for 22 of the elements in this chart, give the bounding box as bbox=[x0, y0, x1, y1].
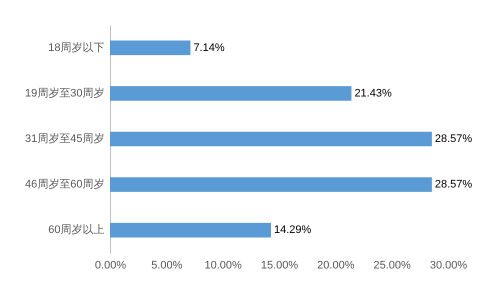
y-tick-label: 46周岁至60周岁 bbox=[25, 178, 104, 191]
x-tick-label: 25.00% bbox=[374, 260, 412, 272]
y-tick-label: 31周岁至45周岁 bbox=[25, 133, 104, 145]
x-tick-label: 30.00% bbox=[430, 260, 468, 272]
data-label: 28.57% bbox=[434, 133, 472, 145]
bar bbox=[110, 86, 352, 101]
data-label: 21.43% bbox=[354, 87, 392, 100]
x-tick-label: 0.00% bbox=[94, 260, 126, 272]
data-label: 28.57% bbox=[434, 178, 472, 191]
x-tick-label: 5.00% bbox=[151, 260, 183, 272]
bar bbox=[110, 177, 432, 192]
y-tick-label: 60周岁以上 bbox=[48, 223, 104, 236]
bar bbox=[110, 222, 271, 238]
data-label: 7.14% bbox=[193, 42, 225, 54]
x-tick-label: 10.00% bbox=[204, 260, 242, 272]
bar bbox=[110, 40, 190, 56]
bar bbox=[110, 132, 432, 146]
data-label: 14.29% bbox=[274, 224, 312, 236]
y-tick-label: 19周岁至30周岁 bbox=[25, 87, 104, 100]
x-tick-label: 20.00% bbox=[317, 260, 355, 272]
y-tick-label: 18周岁以下 bbox=[48, 40, 104, 54]
x-tick-label: 15.00% bbox=[260, 260, 298, 272]
